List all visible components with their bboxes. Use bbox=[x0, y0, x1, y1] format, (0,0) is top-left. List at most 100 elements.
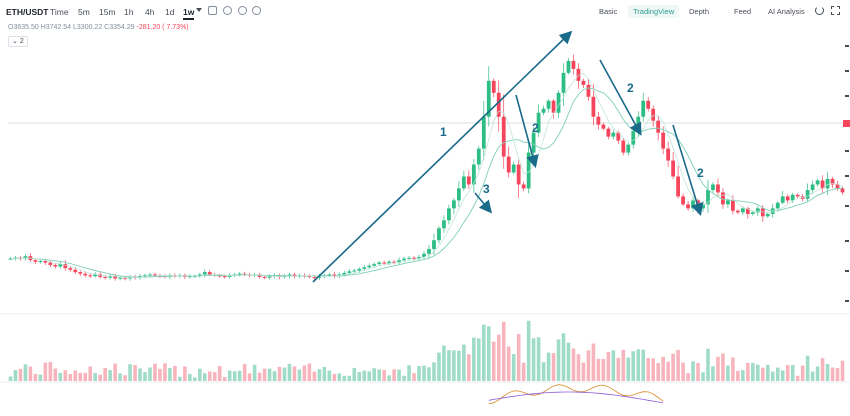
candle-body bbox=[790, 194, 795, 201]
candle-body bbox=[496, 92, 501, 117]
candle-body bbox=[407, 257, 411, 259]
volume-bar bbox=[636, 349, 641, 381]
volume-bar bbox=[23, 364, 28, 381]
interval-1d[interactable]: 1d bbox=[165, 7, 175, 17]
chevron-down-icon[interactable] bbox=[196, 8, 202, 12]
candle-body bbox=[666, 148, 671, 161]
interval-5m[interactable]: 5m bbox=[78, 7, 90, 17]
axis-tick bbox=[845, 45, 849, 47]
volume-bar bbox=[506, 346, 511, 381]
volume-bar bbox=[53, 368, 58, 381]
candle-body bbox=[197, 274, 202, 277]
candle-body bbox=[651, 108, 656, 121]
volume-bar bbox=[387, 375, 391, 381]
volume-bar bbox=[551, 353, 556, 381]
view-depth[interactable]: Depth bbox=[689, 7, 710, 16]
volume-bar bbox=[840, 360, 845, 381]
volume-bar bbox=[302, 365, 307, 381]
volume-bar bbox=[392, 369, 396, 381]
candle-body bbox=[447, 208, 451, 221]
candle-body bbox=[810, 184, 815, 191]
candle-body bbox=[362, 267, 367, 269]
view-tradingview[interactable]: TradingView bbox=[628, 5, 680, 18]
volume-bar bbox=[591, 343, 596, 381]
candle-body bbox=[88, 275, 93, 277]
chart-type-icon[interactable] bbox=[208, 6, 217, 15]
fullscreen-icon[interactable] bbox=[831, 6, 840, 15]
volume-bar bbox=[217, 366, 222, 381]
volume-bar bbox=[73, 370, 78, 381]
candle-body bbox=[267, 276, 272, 278]
volume-bar bbox=[671, 353, 675, 381]
refresh-icon[interactable] bbox=[815, 6, 824, 15]
interval-1h[interactable]: 1h bbox=[124, 7, 134, 17]
candle-body bbox=[731, 200, 735, 211]
candle-body bbox=[596, 116, 601, 125]
volume-bar bbox=[437, 352, 441, 381]
volume-bar bbox=[222, 377, 227, 381]
volume-bar bbox=[382, 369, 386, 381]
symbol-label[interactable]: ETH/USDT bbox=[6, 7, 49, 17]
candle-body bbox=[207, 272, 212, 275]
candle-body bbox=[805, 190, 810, 199]
candle-body bbox=[466, 176, 471, 185]
candle-body bbox=[187, 276, 192, 278]
candle-body bbox=[676, 176, 680, 197]
volume-bar bbox=[736, 370, 740, 381]
candle-body bbox=[227, 275, 232, 277]
volume-bar bbox=[711, 366, 715, 381]
candle-body bbox=[661, 132, 666, 149]
candle-body bbox=[506, 156, 511, 173]
candle-body bbox=[501, 116, 506, 157]
interval-1w[interactable]: 1w bbox=[183, 7, 195, 20]
view-basic[interactable]: Basic bbox=[599, 7, 618, 16]
candle-body bbox=[820, 180, 825, 189]
volume-bar bbox=[407, 365, 411, 381]
volume-bar bbox=[521, 362, 526, 381]
wave-label: 2 bbox=[627, 81, 634, 95]
volume-bar bbox=[237, 370, 242, 381]
candle-body bbox=[48, 262, 53, 265]
volume-bar bbox=[33, 373, 38, 381]
candle-body bbox=[118, 277, 122, 279]
indicator-icon[interactable] bbox=[223, 6, 232, 15]
candle-body bbox=[671, 160, 676, 177]
volume-bar bbox=[297, 369, 302, 381]
view-feed[interactable]: Feed bbox=[734, 7, 752, 16]
candle-body bbox=[511, 164, 516, 173]
volume-bar bbox=[108, 370, 112, 381]
axis-tick bbox=[845, 300, 849, 302]
candle-body bbox=[98, 274, 103, 277]
volume-bar bbox=[267, 368, 272, 381]
wave-arrow bbox=[312, 30, 573, 283]
volume-bar bbox=[372, 368, 376, 381]
volume-bar bbox=[203, 373, 207, 381]
volume-bar bbox=[242, 364, 247, 381]
volume-bar bbox=[63, 370, 68, 381]
interval-15m[interactable]: 15m bbox=[99, 7, 116, 17]
volume-bar bbox=[163, 363, 167, 381]
volume-bar bbox=[457, 350, 461, 381]
candle-body bbox=[541, 108, 546, 113]
settings-icon[interactable] bbox=[238, 6, 247, 15]
volume-bar bbox=[835, 368, 840, 381]
candle-body bbox=[347, 271, 352, 273]
candle-body bbox=[681, 196, 685, 205]
volume-bar bbox=[352, 367, 357, 381]
interval-4h[interactable]: 4h bbox=[145, 7, 155, 17]
indicator-toggle[interactable]: ⌄ 2 bbox=[8, 36, 28, 47]
view-ai-analysis[interactable]: AI Analysis bbox=[768, 7, 805, 16]
candle-body bbox=[202, 272, 207, 275]
volume-bar bbox=[482, 324, 486, 381]
volume-bar bbox=[287, 363, 292, 381]
add-icon[interactable] bbox=[252, 6, 261, 15]
volume-bar bbox=[38, 374, 43, 381]
candle-body bbox=[785, 196, 790, 201]
volume-bar bbox=[651, 358, 655, 381]
volume-bar bbox=[362, 370, 367, 381]
candle-body bbox=[222, 276, 227, 278]
time-interval[interactable]: Time bbox=[50, 7, 69, 17]
volume-bar bbox=[790, 365, 795, 381]
volume-bar bbox=[477, 338, 481, 381]
